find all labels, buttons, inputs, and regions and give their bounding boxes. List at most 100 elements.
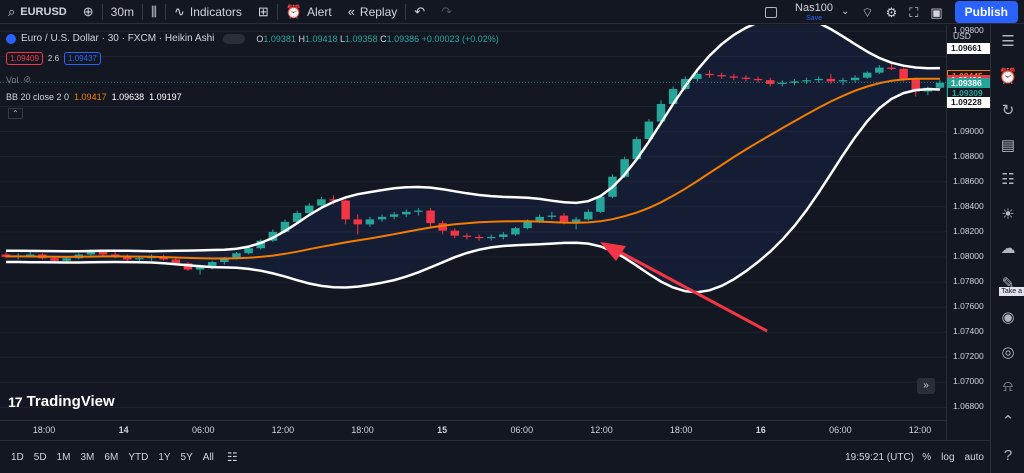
chat-icon[interactable]: ☁	[1000, 240, 1016, 258]
gear-icon[interactable]: ⚙	[885, 4, 898, 20]
indicators-icon: ∿	[173, 4, 185, 19]
euro-flag-icon	[6, 33, 16, 44]
chevron-down-icon[interactable]: ⌄	[840, 6, 850, 17]
candle-down	[911, 78, 920, 92]
range-button[interactable]: 5Y	[180, 451, 193, 463]
chart-type-button[interactable]: ⫼	[143, 0, 165, 24]
annotation-arrow[interactable]	[600, 242, 768, 333]
grid-icon: ⊞	[257, 4, 269, 19]
broadcast-icon[interactable]: ◎	[1001, 343, 1015, 361]
range-button[interactable]: 3M	[80, 451, 95, 463]
quick-search-icon[interactable]: ⌔	[861, 4, 874, 20]
refresh-icon[interactable]: ↻	[1001, 102, 1015, 120]
sell-button[interactable]: 1.09409	[6, 52, 43, 65]
indicators-button[interactable]: ∿ Indicators	[166, 0, 250, 24]
volume-legend: Vol ⊘	[6, 74, 31, 85]
price-chart[interactable]	[0, 25, 946, 420]
layout-name-button[interactable]: Nas100 Save	[795, 2, 833, 22]
price-label: 1.08600	[953, 175, 984, 186]
double-chevron-up-icon[interactable]: ⌃	[1001, 412, 1015, 430]
candle-up	[875, 67, 884, 73]
candle-down	[438, 223, 447, 231]
percent-scale-button[interactable]: %	[922, 451, 932, 463]
eye-hidden-icon[interactable]: ⊘	[23, 74, 32, 84]
range-button[interactable]: 1M	[56, 451, 71, 463]
range-button[interactable]: All	[202, 451, 214, 463]
price-scale[interactable]: USD 1.09800 1.09000 1.08800 1.08600 1.08400 1…	[946, 25, 991, 440]
range-button[interactable]: YTD	[128, 451, 149, 463]
price-label: 1.09800	[953, 25, 984, 36]
price-label: 1.08000	[953, 250, 984, 261]
redo-button[interactable]: ↷	[433, 0, 460, 24]
right-sidebar: ☰ ⏰ ↻ ▤ ☷ ☀ ☁ ✎ ◉ ◎ ⍾ ⌃ ? Take a	[990, 24, 1024, 473]
news-icon[interactable]: ▤	[1000, 136, 1016, 154]
replay-button[interactable]: « Replay	[340, 0, 406, 24]
time-label: 18:00	[669, 425, 693, 435]
calendar-icon[interactable]: ☷	[1001, 171, 1015, 189]
lightbulb-icon[interactable]: ☀	[1001, 205, 1015, 223]
trade-buttons: 1.09409 2.6 1.09437	[6, 52, 101, 65]
help-icon[interactable]: ?	[1003, 446, 1013, 464]
collapse-legend-button[interactable]: ⌃	[8, 108, 23, 119]
candle-down	[717, 75, 726, 77]
candle-up	[365, 219, 375, 225]
alarm-clock-icon[interactable]: ⏰	[998, 67, 1018, 85]
bollinger-basis-line	[6, 77, 941, 260]
date-range-picker-icon[interactable]: ☷	[226, 450, 238, 464]
streams-icon[interactable]: ◉	[1001, 309, 1015, 327]
auto-scale-button[interactable]: auto	[964, 451, 984, 463]
layout-square-icon[interactable]	[765, 6, 778, 18]
candle-up	[862, 72, 872, 78]
range-button[interactable]: 5D	[33, 451, 47, 463]
interval-label: 30m	[110, 4, 134, 19]
bottom-toolbar: 1D 5D 1M 3M 6M YTD 1Y 5Y All ☷ 19:59:21 (UTC) % …	[0, 440, 990, 473]
divider	[405, 3, 407, 20]
candle-up	[571, 219, 581, 222]
candle-down	[887, 67, 896, 69]
log-scale-button[interactable]: log	[941, 451, 955, 463]
candle-up	[256, 240, 265, 249]
compare-button[interactable]: ⊕	[75, 0, 102, 24]
publish-button[interactable]: Publish	[954, 1, 1018, 23]
candle-up	[499, 234, 508, 237]
candle-up	[668, 88, 678, 104]
candle-up	[778, 82, 787, 84]
symbol-search[interactable]: ⌕ EURUSD	[0, 0, 75, 24]
range-button[interactable]: 1Y	[158, 451, 171, 463]
watermark-text: TradingView	[26, 393, 115, 410]
top-toolbar: ⌕ EURUSD ⊕ 30m ⫼ ∿ Indicators ⊞ ⏰ Alert …	[0, 0, 1024, 24]
candle-up	[268, 231, 278, 241]
candle-up	[620, 159, 629, 177]
bb-lower-value: 1.09197	[149, 92, 182, 102]
candle-up	[632, 139, 641, 160]
candle-up	[305, 205, 314, 214]
candle-up	[62, 258, 71, 261]
candle-up	[583, 211, 593, 220]
watchlist-icon[interactable]: ☰	[1001, 33, 1015, 51]
interval-button[interactable]: 30m	[103, 0, 142, 24]
layouts-button[interactable]: ⊞	[250, 0, 277, 24]
bollinger-lower-line	[6, 87, 941, 294]
chevron-up-icon: ⌃	[8, 108, 23, 119]
bell-icon[interactable]: ⍾	[1003, 377, 1013, 395]
fullscreen-icon[interactable]: ⛶	[909, 4, 919, 20]
time-axis[interactable]: 18:00 14 06:00 12:00 18:00 15 06:00 12:00 18:00 1…	[0, 420, 946, 440]
candle-down	[123, 256, 132, 260]
bb-upper-value: 1.09638	[111, 92, 145, 102]
price-tag: 1.09228	[947, 97, 991, 109]
candle-down	[765, 80, 775, 84]
scroll-to-realtime-button[interactable]: »	[917, 378, 935, 394]
candle-down	[729, 76, 739, 78]
range-button[interactable]: 6M	[104, 451, 119, 463]
alert-button[interactable]: ⏰ Alert	[278, 0, 340, 24]
range-button[interactable]: 1D	[11, 451, 24, 463]
ohlc-values: O1.09381 H1.09418 L1.09358 C1.09386 +0.0…	[256, 33, 499, 44]
undo-button[interactable]: ↶	[406, 0, 433, 24]
clock-timezone[interactable]: 19:59:21 (UTC)	[845, 451, 914, 463]
undo-icon: ↶	[414, 4, 426, 19]
candle-up	[523, 221, 532, 229]
camera-icon[interactable]: ▣	[930, 4, 943, 20]
scale-options: % log auto	[922, 452, 984, 463]
legend-toggle[interactable]	[223, 33, 246, 44]
buy-button[interactable]: 1.09437	[64, 52, 101, 65]
